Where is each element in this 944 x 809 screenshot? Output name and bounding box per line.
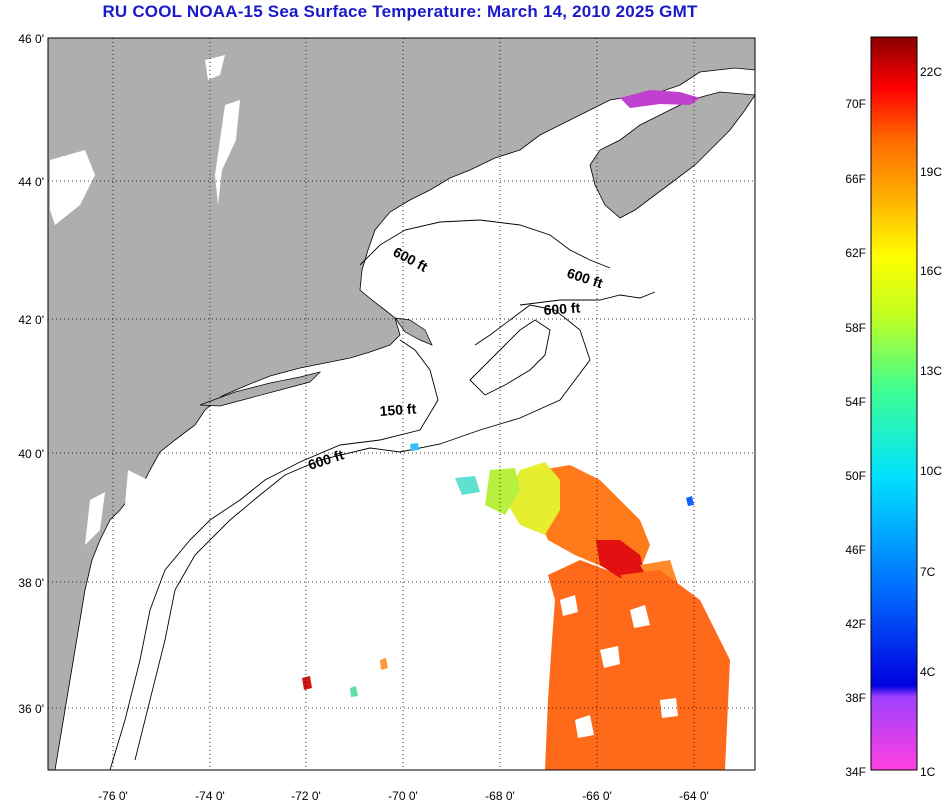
contour-label: 150 ft	[379, 400, 417, 419]
lat-label: 36 0'	[18, 702, 44, 716]
map-title: RU COOL NOAA-15 Sea Surface Temperature:…	[102, 2, 698, 21]
lon-label: -72 0'	[291, 789, 321, 803]
lat-label: 40 0'	[18, 447, 44, 461]
contour-label: 600 ft	[543, 299, 581, 318]
lake	[205, 55, 225, 80]
colorbar-f-label: 42F	[845, 617, 866, 631]
land-nova-scotia	[589, 91, 755, 219]
land-cape-cod	[394, 317, 433, 346]
colorbar-f-label: 62F	[845, 246, 866, 260]
colorbar-f-label: 46F	[845, 543, 866, 557]
lat-label: 46 0'	[18, 32, 44, 46]
cloud-mask	[560, 595, 678, 738]
lake	[215, 100, 240, 205]
map-frame	[47, 37, 756, 771]
lat-label: 44 0'	[18, 175, 44, 189]
colorbar-f-label: 50F	[845, 469, 866, 483]
lon-label: -76 0'	[98, 789, 128, 803]
colorbar-c-label: 4C	[920, 665, 936, 679]
colorbar-f-label: 34F	[845, 765, 866, 779]
land-mainland	[48, 38, 755, 770]
colorbar-c-label: 13C	[920, 364, 942, 378]
colorbar	[870, 36, 918, 771]
colorbar-c-label: 10C	[920, 464, 942, 478]
colorbar-f-label: 66F	[845, 172, 866, 186]
lat-label: 42 0'	[18, 313, 44, 327]
lat-label: 38 0'	[18, 576, 44, 590]
colorbar-f-label: 58F	[845, 321, 866, 335]
colorbar-f-label: 70F	[845, 97, 866, 111]
lon-label: -70 0'	[388, 789, 418, 803]
lake	[50, 150, 95, 225]
colorbar-c-label: 16C	[920, 264, 942, 278]
colorbar-c-label: 22C	[920, 65, 942, 79]
colorbar-f-label: 54F	[845, 395, 866, 409]
lake	[125, 470, 148, 505]
lon-label: -66 0'	[582, 789, 612, 803]
colorbar-f-label: 38F	[845, 691, 866, 705]
lon-label: -74 0'	[195, 789, 225, 803]
land-long-island	[199, 371, 322, 407]
lon-label: -68 0'	[485, 789, 515, 803]
lake	[85, 492, 105, 545]
colorbar-c-label: 7C	[920, 565, 936, 579]
lon-label: -64 0'	[679, 789, 709, 803]
colorbar-c-label: 1C	[920, 765, 936, 779]
colorbar-c-label: 19C	[920, 165, 942, 179]
